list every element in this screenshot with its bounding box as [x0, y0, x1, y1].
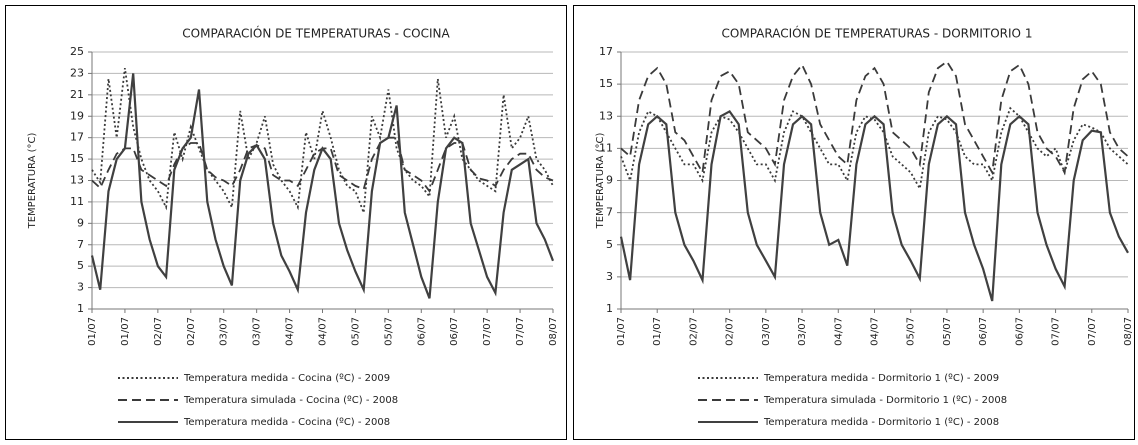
x-tick-label: 02/07 — [153, 317, 164, 346]
y-tick-label: 11 — [70, 195, 84, 208]
y-tick-label: 13 — [70, 174, 84, 187]
x-tick-label: 05/07 — [350, 317, 361, 346]
y-tick-label: 5 — [77, 259, 84, 272]
x-tick-label: 05/07 — [906, 317, 917, 346]
legend-label: Temperatura simulada - Cocina (ºC) - 200… — [183, 395, 398, 406]
y-tick-label: 5 — [606, 238, 613, 251]
x-tick-label: 05/07 — [383, 317, 394, 346]
series-line — [90, 73, 555, 299]
x-tick-label: 01/07 — [120, 317, 131, 346]
x-tick-label: 04/07 — [318, 317, 329, 346]
x-tick-label: 07/07 — [1051, 317, 1062, 346]
x-tick-label: 04/07 — [870, 317, 881, 346]
x-tick-label: 03/07 — [761, 317, 772, 346]
y-tick-label: 7 — [606, 206, 613, 219]
x-tick-label: 05/07 — [942, 317, 953, 346]
y-tick-label: 15 — [599, 77, 613, 90]
x-tick-label: 03/07 — [219, 317, 230, 346]
x-tick-label: 06/07 — [1014, 317, 1025, 346]
y-tick-label: 9 — [77, 216, 84, 229]
x-tick-label: 02/07 — [688, 317, 699, 346]
x-tick-label: 02/07 — [725, 317, 736, 346]
y-tick-label: 13 — [599, 109, 613, 122]
x-tick-label: 06/07 — [978, 317, 989, 346]
y-tick-label: 19 — [70, 109, 84, 122]
series-line — [619, 109, 1129, 302]
y-tick-label: 25 — [70, 45, 84, 58]
series-line — [620, 106, 1129, 192]
chart-title: COMPARACIÓN DE TEMPERATURAS - DORMITORIO… — [722, 26, 1033, 41]
x-tick-label: 07/07 — [1087, 317, 1098, 346]
x-tick-label: 01/07 — [87, 317, 98, 346]
x-tick-label: 07/07 — [482, 317, 493, 346]
x-tick-label: 01/07 — [652, 317, 663, 346]
y-tick-label: 9 — [606, 174, 613, 187]
y-axis-label: TEMPERATURA (°C) — [595, 133, 606, 230]
x-tick-label: 01/07 — [616, 317, 627, 346]
x-tick-label: 08/07 — [1123, 317, 1134, 346]
y-axis-label: TEMPERATURA (°C) — [27, 133, 38, 230]
y-tick-label: 3 — [77, 281, 84, 294]
y-tick-label: 1 — [77, 302, 84, 315]
legend-label: Temperatura medida - Dormitorio 1 (ºC) -… — [763, 373, 999, 384]
legend-label: Temperatura medida - Dormitorio 1 (ºC) -… — [763, 417, 999, 428]
y-tick-label: 11 — [599, 141, 613, 154]
y-tick-label: 17 — [599, 45, 613, 58]
x-tick-label: 03/07 — [252, 317, 263, 346]
y-tick-label: 3 — [606, 270, 613, 283]
panel-border — [5, 5, 567, 440]
x-tick-label: 03/07 — [797, 317, 808, 346]
y-tick-label: 17 — [70, 131, 84, 144]
series-line — [620, 60, 1129, 176]
y-tick-label: 15 — [70, 152, 84, 165]
chart-title: COMPARACIÓN DE TEMPERATURAS - COCINA — [182, 26, 450, 41]
x-tick-label: 04/07 — [833, 317, 844, 346]
y-tick-label: 1 — [606, 302, 613, 315]
x-tick-label: 06/07 — [416, 317, 427, 346]
y-tick-label: 23 — [70, 66, 84, 79]
y-tick-label: 7 — [77, 238, 84, 251]
legend-label: Temperatura medida - Cocina (ºC) - 2009 — [183, 373, 390, 384]
x-tick-label: 07/07 — [515, 317, 526, 346]
x-tick-label: 02/07 — [186, 317, 197, 346]
x-tick-label: 08/07 — [548, 317, 559, 346]
legend-label: Temperatura simulada - Dormitorio 1 (ºC)… — [763, 395, 1007, 406]
y-tick-label: 21 — [70, 88, 84, 101]
legend-label: Temperatura medida - Cocina (ºC) - 2008 — [183, 417, 390, 428]
x-tick-label: 04/07 — [285, 317, 296, 346]
x-tick-label: 06/07 — [449, 317, 460, 346]
